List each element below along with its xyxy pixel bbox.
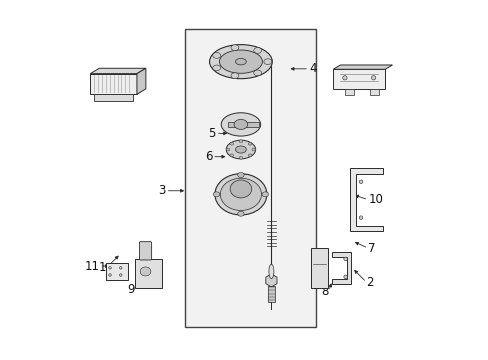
Ellipse shape <box>230 73 238 78</box>
Ellipse shape <box>230 180 251 198</box>
Text: 9: 9 <box>127 283 135 296</box>
Ellipse shape <box>212 53 220 58</box>
Ellipse shape <box>237 211 244 216</box>
Bar <box>185 30 316 327</box>
Polygon shape <box>137 68 145 94</box>
Bar <box>228 122 258 127</box>
Ellipse shape <box>234 120 247 130</box>
Ellipse shape <box>209 45 272 79</box>
Text: 1: 1 <box>99 261 106 274</box>
Ellipse shape <box>229 154 233 157</box>
Ellipse shape <box>239 156 242 159</box>
Ellipse shape <box>235 146 246 153</box>
Ellipse shape <box>230 45 238 50</box>
Text: 7: 7 <box>367 242 375 255</box>
Bar <box>310 248 327 288</box>
Polygon shape <box>333 69 385 89</box>
Ellipse shape <box>253 70 261 76</box>
Polygon shape <box>332 252 350 284</box>
Ellipse shape <box>229 142 233 145</box>
Text: 10: 10 <box>367 193 382 206</box>
Text: 4: 4 <box>308 62 316 75</box>
Ellipse shape <box>226 148 229 151</box>
Polygon shape <box>265 274 276 287</box>
Bar <box>369 89 378 95</box>
Ellipse shape <box>251 148 255 151</box>
Ellipse shape <box>108 267 111 269</box>
Ellipse shape <box>212 65 220 71</box>
Text: 2: 2 <box>366 276 373 289</box>
Ellipse shape <box>119 274 122 276</box>
Bar <box>106 264 128 279</box>
Ellipse shape <box>342 76 346 80</box>
Ellipse shape <box>108 274 111 276</box>
Ellipse shape <box>239 140 242 143</box>
Bar <box>344 89 353 95</box>
Ellipse shape <box>248 154 251 157</box>
Ellipse shape <box>221 113 260 136</box>
Ellipse shape <box>268 264 273 279</box>
Ellipse shape <box>359 216 362 220</box>
Ellipse shape <box>262 192 268 197</box>
Ellipse shape <box>220 178 261 211</box>
Ellipse shape <box>140 267 151 276</box>
Ellipse shape <box>237 172 244 177</box>
Text: 11: 11 <box>84 260 99 273</box>
Ellipse shape <box>343 257 346 261</box>
Ellipse shape <box>214 174 266 215</box>
Polygon shape <box>90 68 145 74</box>
Bar <box>267 286 274 302</box>
Text: 8: 8 <box>321 285 328 298</box>
Ellipse shape <box>248 142 251 145</box>
Polygon shape <box>349 168 382 231</box>
Bar <box>94 94 133 101</box>
Text: 5: 5 <box>208 127 215 140</box>
Ellipse shape <box>253 48 261 53</box>
Ellipse shape <box>264 59 271 64</box>
FancyBboxPatch shape <box>139 242 151 260</box>
Ellipse shape <box>235 58 246 65</box>
Ellipse shape <box>371 76 375 80</box>
Bar <box>135 259 162 288</box>
Polygon shape <box>90 74 137 94</box>
Ellipse shape <box>226 140 255 159</box>
Ellipse shape <box>219 50 262 73</box>
Polygon shape <box>333 65 392 69</box>
Text: 6: 6 <box>204 150 212 163</box>
Ellipse shape <box>359 180 362 184</box>
Ellipse shape <box>119 267 122 269</box>
Ellipse shape <box>343 275 346 279</box>
Text: 3: 3 <box>158 184 165 197</box>
Ellipse shape <box>213 192 219 197</box>
